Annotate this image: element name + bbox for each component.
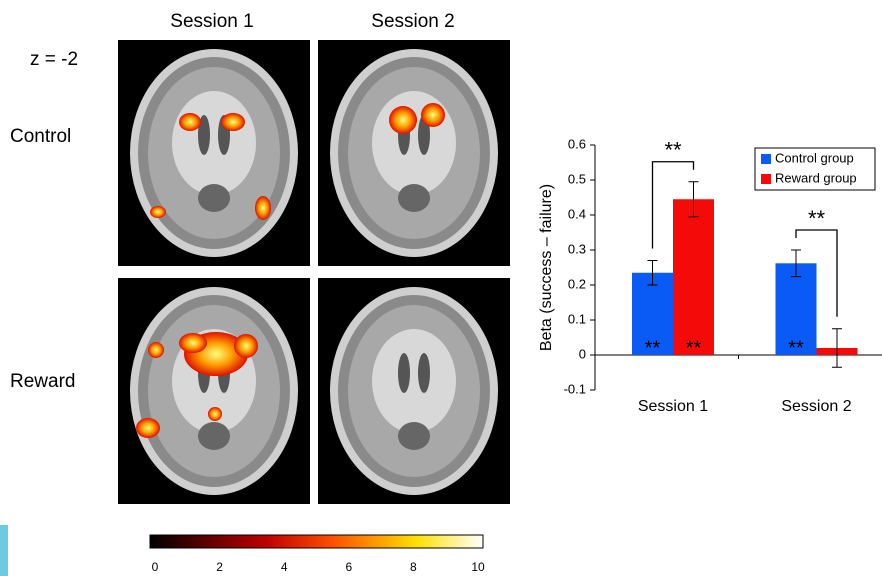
legend-swatch xyxy=(761,174,771,184)
legend-label: Reward group xyxy=(775,170,857,185)
bar xyxy=(673,199,714,355)
colorbar-tick-label: 10 xyxy=(471,560,485,574)
y-tick-label: 0.1 xyxy=(568,311,586,326)
x-tick-label: Session 1 xyxy=(638,398,708,415)
activation xyxy=(150,206,166,218)
activation xyxy=(208,407,222,421)
y-axis-label: Beta (success – failure) xyxy=(538,184,555,351)
midbrain xyxy=(198,422,230,450)
colorbar-tick-label: 4 xyxy=(281,560,288,574)
colorbar xyxy=(150,535,483,548)
white-matter xyxy=(372,91,456,195)
activation xyxy=(136,418,160,438)
activation xyxy=(234,334,258,358)
midbrain xyxy=(398,422,430,450)
bar-label: ** xyxy=(686,337,702,359)
y-tick-label: 0.4 xyxy=(568,206,586,221)
slice-label: z = -2 xyxy=(30,49,78,70)
y-tick-label: 0.5 xyxy=(568,171,586,186)
y-tick-label: 0.3 xyxy=(568,241,586,256)
row-label: Control xyxy=(10,126,71,147)
significance-label: ** xyxy=(664,138,682,163)
bar-label: ** xyxy=(788,337,804,359)
white-matter xyxy=(372,329,456,433)
ventricle xyxy=(418,353,430,393)
column-label: Session 1 xyxy=(170,11,253,32)
ventricle xyxy=(398,353,410,393)
midbrain xyxy=(398,184,430,212)
activation xyxy=(389,106,417,134)
column-label: Session 2 xyxy=(371,11,454,32)
side-accent xyxy=(0,525,8,576)
y-tick-label: -0.1 xyxy=(564,381,586,396)
y-tick-label: 0.2 xyxy=(568,276,586,291)
y-tick-label: 0 xyxy=(579,346,586,361)
significance-label: ** xyxy=(808,206,826,231)
activation xyxy=(148,342,164,358)
colorbar-tick-label: 6 xyxy=(345,560,352,574)
colorbar-tick-label: 8 xyxy=(410,560,417,574)
colorbar-tick-label: 2 xyxy=(216,560,223,574)
activation xyxy=(179,113,201,131)
figure: Session 1 Session 2 z = -2 Control Rewar… xyxy=(0,0,882,576)
activation xyxy=(179,333,207,353)
midbrain xyxy=(198,184,230,212)
colorbar-tick-label: 0 xyxy=(152,560,159,574)
legend-swatch xyxy=(761,154,771,164)
white-matter xyxy=(172,91,256,195)
legend-label: Control group xyxy=(775,150,854,165)
row-label: Reward xyxy=(10,371,75,392)
activation xyxy=(221,113,245,131)
bar-label: ** xyxy=(645,337,661,359)
activation xyxy=(255,196,271,220)
x-tick-label: Session 2 xyxy=(781,398,851,415)
activation xyxy=(421,103,445,127)
y-tick-label: 0.6 xyxy=(568,136,586,151)
